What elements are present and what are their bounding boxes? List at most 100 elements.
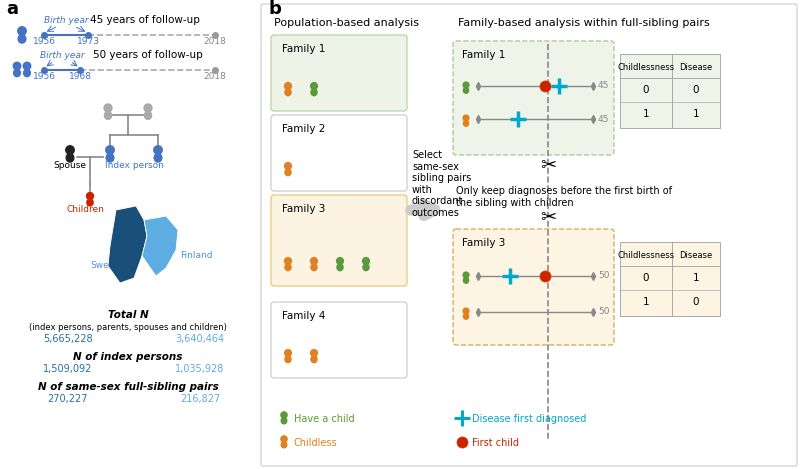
- Text: Children: Children: [66, 205, 104, 214]
- Circle shape: [104, 104, 112, 112]
- FancyBboxPatch shape: [620, 242, 720, 316]
- Text: 0: 0: [693, 85, 699, 95]
- Ellipse shape: [463, 121, 469, 126]
- Ellipse shape: [282, 417, 286, 424]
- Ellipse shape: [104, 111, 112, 119]
- Ellipse shape: [311, 264, 317, 271]
- Circle shape: [281, 436, 287, 442]
- Text: 1: 1: [642, 109, 650, 119]
- Text: 270,227: 270,227: [48, 394, 88, 404]
- Text: Have a child: Have a child: [294, 414, 354, 424]
- Text: 50 years of follow-up: 50 years of follow-up: [93, 50, 203, 60]
- Text: Population-based analysis: Population-based analysis: [274, 18, 419, 28]
- Ellipse shape: [154, 153, 162, 162]
- Text: Childlessness: Childlessness: [618, 251, 674, 260]
- Text: 1: 1: [642, 297, 650, 307]
- Text: 1: 1: [693, 273, 699, 283]
- Text: Childless: Childless: [294, 438, 338, 448]
- Ellipse shape: [337, 264, 343, 271]
- FancyBboxPatch shape: [271, 195, 407, 286]
- Circle shape: [144, 104, 152, 112]
- Circle shape: [86, 192, 94, 199]
- Ellipse shape: [282, 442, 286, 448]
- Text: 1968: 1968: [69, 72, 91, 81]
- Circle shape: [66, 146, 74, 154]
- Text: Birth year: Birth year: [44, 16, 88, 25]
- Text: Only keep diagnoses before the first birth of
the sibling with children: Only keep diagnoses before the first bir…: [456, 186, 672, 208]
- Ellipse shape: [285, 89, 291, 96]
- Text: 1: 1: [693, 109, 699, 119]
- Text: Family 4: Family 4: [282, 311, 326, 321]
- Text: N of index persons: N of index persons: [74, 352, 182, 362]
- Text: Family 3: Family 3: [462, 238, 506, 248]
- Polygon shape: [108, 206, 147, 283]
- Circle shape: [310, 349, 318, 356]
- Circle shape: [285, 349, 291, 356]
- Text: 216,827: 216,827: [180, 394, 220, 404]
- Text: 1,509,092: 1,509,092: [43, 364, 93, 374]
- Text: ✂: ✂: [540, 209, 556, 227]
- Text: 45: 45: [598, 114, 610, 123]
- Text: Disease first diagnosed: Disease first diagnosed: [472, 414, 586, 424]
- FancyBboxPatch shape: [271, 35, 407, 111]
- Ellipse shape: [87, 199, 93, 206]
- Circle shape: [106, 146, 114, 154]
- Text: 0: 0: [693, 297, 699, 307]
- Ellipse shape: [311, 356, 317, 363]
- Text: Family 1: Family 1: [282, 44, 326, 54]
- Polygon shape: [142, 216, 178, 276]
- Circle shape: [463, 115, 469, 121]
- Text: Disease: Disease: [679, 251, 713, 260]
- Circle shape: [463, 272, 469, 278]
- Text: 3,640,464: 3,640,464: [175, 334, 225, 344]
- Circle shape: [281, 412, 287, 418]
- Circle shape: [337, 257, 343, 265]
- Text: Total N: Total N: [108, 310, 148, 320]
- Text: ✂: ✂: [540, 157, 556, 175]
- Ellipse shape: [285, 169, 291, 176]
- Ellipse shape: [106, 153, 114, 162]
- Ellipse shape: [285, 264, 291, 271]
- Ellipse shape: [18, 35, 26, 43]
- Text: Family-based analysis within full-sibling pairs: Family-based analysis within full-siblin…: [458, 18, 710, 28]
- Text: 50: 50: [598, 308, 610, 317]
- Circle shape: [14, 62, 21, 70]
- Circle shape: [23, 62, 30, 70]
- Circle shape: [362, 257, 370, 265]
- FancyBboxPatch shape: [620, 54, 720, 128]
- Ellipse shape: [311, 89, 317, 96]
- Text: 5,665,228: 5,665,228: [43, 334, 93, 344]
- Text: 45 years of follow-up: 45 years of follow-up: [90, 15, 200, 25]
- Text: Family 3: Family 3: [282, 204, 326, 214]
- Circle shape: [463, 82, 469, 88]
- Circle shape: [310, 257, 318, 265]
- Text: Index person: Index person: [105, 161, 163, 170]
- Text: 45: 45: [598, 82, 610, 91]
- FancyBboxPatch shape: [271, 302, 407, 378]
- Text: 50: 50: [598, 272, 610, 280]
- Circle shape: [310, 83, 318, 90]
- Ellipse shape: [463, 278, 469, 283]
- FancyBboxPatch shape: [453, 229, 614, 345]
- Text: 1956: 1956: [33, 37, 55, 46]
- Circle shape: [285, 83, 291, 90]
- Text: b: b: [268, 0, 281, 18]
- Text: Birth year: Birth year: [40, 51, 84, 60]
- Text: Childlessness: Childlessness: [618, 63, 674, 72]
- Circle shape: [18, 27, 26, 35]
- Text: 0: 0: [642, 273, 650, 283]
- Text: Sweden: Sweden: [90, 261, 126, 270]
- Ellipse shape: [463, 313, 469, 319]
- Ellipse shape: [145, 111, 152, 119]
- Text: 1973: 1973: [77, 37, 99, 46]
- Ellipse shape: [463, 87, 469, 93]
- Text: 2018: 2018: [203, 37, 226, 46]
- Text: a: a: [6, 0, 18, 18]
- Circle shape: [285, 257, 291, 265]
- Text: Family 1: Family 1: [462, 50, 506, 60]
- Text: Finland: Finland: [180, 251, 213, 260]
- Text: Spouse: Spouse: [54, 161, 86, 170]
- Ellipse shape: [66, 153, 74, 162]
- Circle shape: [463, 308, 469, 314]
- Circle shape: [285, 163, 291, 169]
